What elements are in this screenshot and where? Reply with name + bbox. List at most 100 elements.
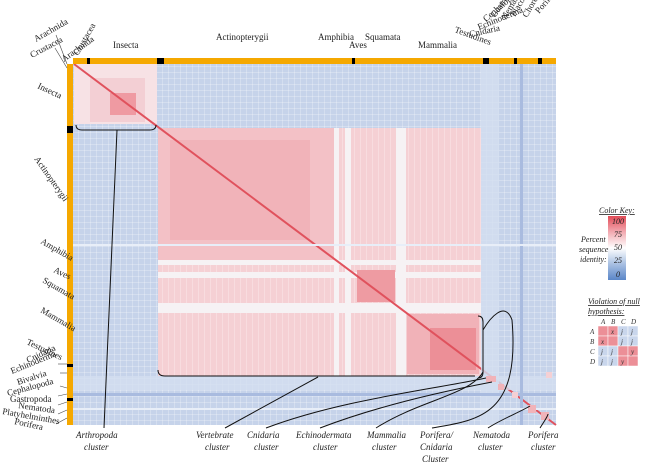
matrix-cell [597, 355, 609, 367]
cluster-label-arthropoda: Arthropoda cluster [75, 430, 118, 452]
matrix-row-header: B [590, 338, 595, 346]
off-diagonal-hit [512, 392, 518, 398]
leader-tick [57, 393, 68, 397]
top-label-insecta: Insecta [113, 40, 138, 50]
matrix-column-header: B [611, 318, 616, 326]
echinodermata-leader [319, 381, 493, 429]
cluster-word: cluster [205, 442, 230, 452]
matrix-cell [607, 345, 619, 357]
matrix-cell-mark: y [630, 348, 635, 356]
cluster-word: cluster [254, 442, 279, 452]
matrix-cell [597, 325, 609, 337]
matrix-cell-mark: j [610, 348, 613, 356]
cluster-word: Cluster [422, 454, 449, 464]
color-key-tick: 25 [614, 256, 622, 265]
matrix-cell [627, 355, 639, 367]
leader-tick [57, 409, 68, 415]
top-taxon-labels: Crustacea Arachnida Insecta Actinopteryg… [59, 0, 559, 64]
matrix-cell-mark: j [630, 338, 633, 346]
matrix-cell-mark: j [610, 358, 613, 366]
matrix-cell [617, 325, 629, 337]
top-taxon-marker [87, 58, 90, 64]
matrix-cell [597, 345, 609, 357]
cluster-name: Cnidaria [247, 430, 280, 440]
mammalia-leader [375, 371, 484, 429]
top-label-amphibia: Amphibia [318, 32, 354, 42]
cluster-word: cluster [531, 442, 556, 452]
arthropoda-bracket [75, 124, 157, 131]
cnidaria-leader [265, 377, 487, 429]
left-label-leaders [54, 34, 68, 425]
color-key-tick: 100 [612, 217, 624, 226]
leader-tick [59, 385, 68, 389]
taxon-label: Gastropoda [10, 394, 52, 404]
cluster-name: Echinodermata [295, 430, 352, 440]
aves-squamata-block [357, 270, 395, 302]
matrix-column-header: C [621, 318, 626, 326]
off-diagonal-hit [486, 376, 496, 382]
cluster-name: Vertebrate [196, 430, 234, 440]
top-taxon-bar [73, 58, 556, 64]
null-hypothesis-matrix: A B C DA x j jB x j jC j j yD j j y [589, 318, 639, 367]
heatmap-blue-band [73, 393, 556, 396]
top-label-aves: Aves [349, 40, 367, 50]
color-key-axis-label: Percent [580, 235, 606, 244]
matrix-column-header: A [600, 318, 606, 326]
vertebrate-separator [158, 303, 481, 313]
off-diagonal-hit [546, 372, 552, 378]
top-taxon-marker [352, 58, 355, 64]
cluster-label-nematoda: Nematoda cluster [472, 430, 510, 452]
vertebrate-bracket [157, 369, 475, 377]
cluster-word: cluster [478, 442, 503, 452]
cluster-name: Arthropoda [75, 430, 118, 440]
matrix-cell [627, 335, 639, 347]
vertebrate-leader [224, 376, 319, 429]
matrix-row-header: A [589, 328, 595, 336]
color-key-tick: 75 [614, 230, 622, 239]
arthropoda-core [110, 93, 136, 115]
color-key-axis-label: identity: [580, 255, 607, 264]
porifera-cnidaria-leader [431, 310, 514, 429]
leader-tick [55, 34, 68, 65]
null-hypothesis-title: Violation of null [588, 297, 641, 306]
vertebrate-separator [396, 128, 406, 376]
matrix-cell-mark: j [600, 358, 603, 366]
leader-tick [54, 47, 68, 69]
cluster-name: Porifera [527, 430, 559, 440]
cluster-label-vertebrate: Vertebrate cluster [196, 430, 234, 452]
taxon-label: Insecta [36, 81, 63, 101]
matrix-cell-mark: y [620, 358, 625, 366]
cluster-name: Nematoda [472, 430, 510, 440]
matrix-cell [607, 335, 619, 347]
heatmap-blue-band [73, 376, 556, 390]
top-label-mammalia: Mammalia [418, 40, 457, 50]
taxon-label: Squamata [365, 32, 401, 42]
matrix-row-header: C [590, 348, 595, 356]
off-diagonal-hit [541, 412, 549, 420]
arthropoda-leader [103, 129, 118, 429]
taxon-label: Actinopterygii [216, 32, 269, 42]
null-hypothesis-title: hypothesis: [588, 307, 625, 316]
matrix-cell-mark: j [620, 328, 623, 336]
vertebrate-separator [158, 272, 481, 278]
matrix-cell-mark: j [600, 348, 603, 356]
cluster-label-cnidaria: Cnidaria cluster [247, 430, 280, 452]
cluster-name: Porifera/ [419, 430, 454, 440]
top-label-actinopterygii: Actinopterygii [216, 32, 269, 42]
cluster-label-porifera-cnidaria: Porifera/ Cnidaria Cluster [419, 430, 454, 464]
cluster-name-2: Cnidaria [420, 442, 453, 452]
taxon-label: Aves [349, 40, 367, 50]
left-label-actinopterygii: Actinopterygii [32, 154, 71, 203]
cluster-label-mammalia: Mammalia cluster [366, 430, 406, 452]
vertebrate-separator [334, 128, 339, 376]
color-key-title: Color Key: [599, 206, 635, 215]
matrix-cell [617, 335, 629, 347]
top-taxon-marker [483, 58, 489, 64]
left-label-insecta: Insecta [36, 81, 63, 101]
matrix-column-header: D [630, 318, 636, 326]
left-label-gastropoda: Gastropoda [10, 394, 52, 404]
cluster-brackets [75, 124, 549, 429]
matrix-cell [627, 325, 639, 337]
cluster-label-echinodermata: Echinodermata cluster [295, 430, 352, 452]
